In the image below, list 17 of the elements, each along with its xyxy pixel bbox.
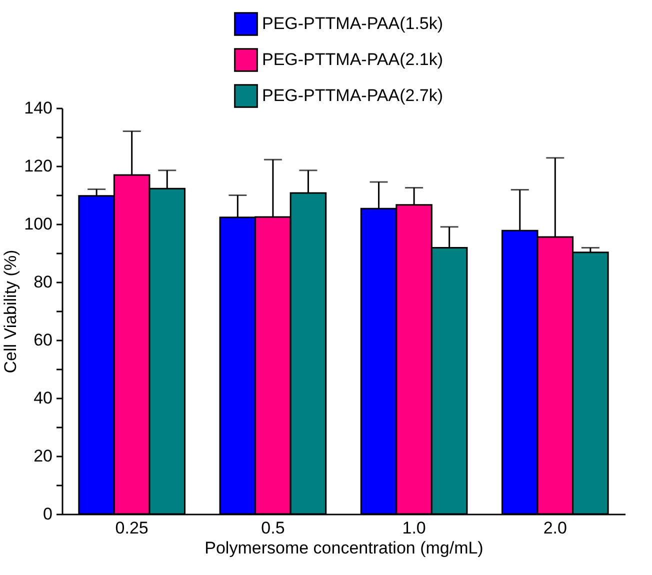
- y-tick-label: 100: [24, 214, 52, 234]
- y-tick-label: 60: [34, 330, 52, 350]
- legend-label: PEG-PTTMA-PAA(2.1k): [262, 50, 444, 69]
- y-tick-label: 140: [24, 98, 52, 118]
- y-tick-label: 40: [34, 388, 52, 408]
- legend-label: PEG-PTTMA-PAA(1.5k): [262, 14, 444, 33]
- y-tick-label: 0: [43, 504, 52, 524]
- x-tick-label: 0.5: [261, 518, 285, 538]
- x-tick-label: 0.25: [115, 518, 148, 538]
- x-axis-title: Polymersome concentration (mg/mL): [204, 538, 484, 558]
- y-tick-label: 80: [34, 272, 52, 292]
- y-tick-label: 20: [34, 446, 52, 466]
- y-tick-label: 120: [24, 156, 52, 176]
- x-tick-label: 2.0: [543, 518, 567, 538]
- legend-label: PEG-PTTMA-PAA(2.7k): [262, 86, 444, 105]
- x-tick-label: 1.0: [402, 518, 426, 538]
- y-axis-title: Cell Viability (%): [1, 250, 20, 374]
